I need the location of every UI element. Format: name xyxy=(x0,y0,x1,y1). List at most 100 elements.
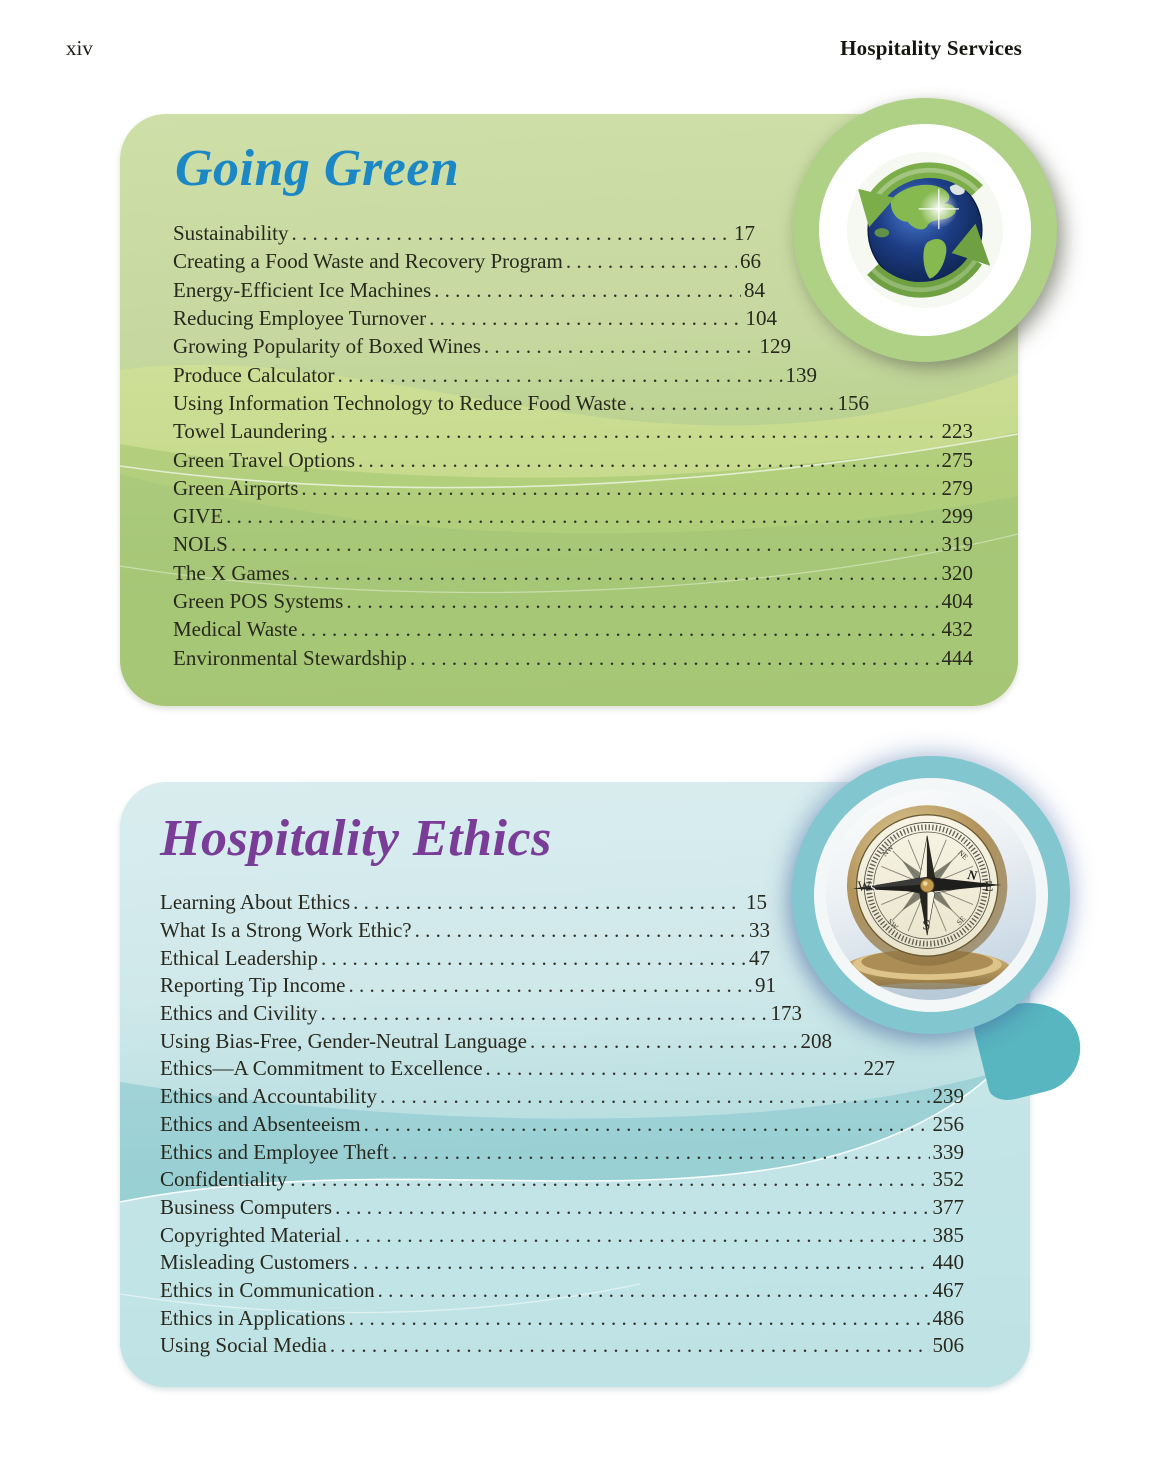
compass-east-label: E xyxy=(984,879,993,895)
toc-entry-label: Creating a Food Waste and Recovery Progr… xyxy=(173,249,563,274)
compass-badge: S N W E S NE NW SW SE xyxy=(792,756,1070,1034)
toc-entry-page: 139 xyxy=(785,362,818,387)
toc-entry: Reducing Employee Turnover 104 xyxy=(173,304,973,332)
toc-entry-label: Sustainability xyxy=(173,221,289,246)
toc-entry-label: Ethics and Civility xyxy=(160,1001,318,1025)
toc-entry-page: 319 xyxy=(941,532,974,557)
toc-entry: Ethics and Absenteeism 256 xyxy=(160,1111,964,1139)
toc-entry: The X Games 320 xyxy=(173,559,973,587)
toc-entry-label: Green Airports xyxy=(173,475,299,500)
toc-entry-page: 33 xyxy=(749,917,770,942)
toc-entry-page: 91 xyxy=(755,973,776,998)
page-number-folio: xiv xyxy=(66,36,93,60)
toc-entry: Energy-Efficient Ice Machines 84 xyxy=(173,276,973,304)
toc-entry-page: 173 xyxy=(770,1001,803,1025)
toc-entry: Ethics and Accountability 239 xyxy=(160,1083,964,1111)
toc-entry-label: Confidentiality xyxy=(160,1167,288,1192)
toc-entry: Ethics and Employee Theft 339 xyxy=(160,1139,964,1167)
toc-entry-page: 156 xyxy=(837,390,870,415)
dot-leader xyxy=(335,1194,929,1222)
toc-entry-label: Using Bias-Free, Gender-Neutral Language xyxy=(160,1028,527,1053)
dot-leader xyxy=(293,559,939,587)
dot-leader xyxy=(434,276,741,304)
toc-entry-label: Using Information Technology to Reduce F… xyxy=(173,390,627,415)
dot-leader xyxy=(348,1305,929,1333)
toc-entry-page: 256 xyxy=(932,1111,965,1136)
dot-leader xyxy=(364,1111,930,1139)
toc-entry-label: Ethics and Employee Theft xyxy=(160,1139,389,1164)
toc-entry-label: Reporting Tip Income xyxy=(160,973,346,998)
toc-entry-label: Environmental Stewardship xyxy=(173,645,407,670)
toc-entry-page: 275 xyxy=(941,447,974,472)
toc-entry-page: 66 xyxy=(740,249,761,274)
toc-entry: Green POS Systems 404 xyxy=(173,587,973,615)
earth-recycle-badge xyxy=(793,98,1057,362)
toc-entry: Misleading Customers 440 xyxy=(160,1249,964,1277)
toc-entry-label: Ethical Leadership xyxy=(160,945,319,970)
toc-entry: Growing Popularity of Boxed Wines 129 xyxy=(173,332,973,360)
toc-entry: Medical Waste 432 xyxy=(173,615,973,643)
dot-leader xyxy=(353,1249,930,1277)
dot-leader xyxy=(358,446,939,474)
toc-entry-label: Ethics—A Commitment to Excellence xyxy=(160,1056,483,1081)
section-title-going-green: Going Green xyxy=(175,140,460,197)
dot-leader xyxy=(321,1000,768,1028)
toc-entry: Produce Calculator 139 xyxy=(173,361,973,389)
toc-entry-label: Using Social Media xyxy=(160,1333,327,1358)
toc-entry-page: 129 xyxy=(759,334,792,359)
compass-west-label: W xyxy=(858,879,872,895)
toc-entry-label: Towel Laundering xyxy=(173,419,328,444)
toc-entry: Sustainability 17 xyxy=(173,219,973,247)
toc-entry: Environmental Stewardship 444 xyxy=(173,644,973,672)
dot-leader xyxy=(378,1277,930,1305)
toc-entry: Ethics—A Commitment to Excellence 227 xyxy=(160,1055,964,1083)
toc-entry: Using Information Technology to Reduce F… xyxy=(173,389,973,417)
toc-entry-label: Medical Waste xyxy=(173,617,298,642)
toc-entry-label: Ethics in Applications xyxy=(160,1305,346,1330)
dot-leader xyxy=(330,1332,930,1360)
toc-entry: What Is a Strong Work Ethic? 33 xyxy=(160,917,964,945)
toc-entry-label: Green Travel Options xyxy=(173,447,355,472)
toc-entry-label: Ethics in Communication xyxy=(160,1278,375,1303)
dot-leader xyxy=(380,1083,930,1111)
toc-entry: Learning About Ethics 15 xyxy=(160,889,964,917)
toc-entry: GIVE 299 xyxy=(173,502,973,530)
toc-entry-page: 352 xyxy=(932,1167,965,1192)
toc-entry: Using Bias-Free, Gender-Neutral Language… xyxy=(160,1028,964,1056)
dot-leader xyxy=(346,587,938,615)
compass-south-label: S xyxy=(922,917,930,933)
dot-leader xyxy=(415,917,746,945)
dot-leader xyxy=(344,1222,929,1250)
toc-entry-label: Reducing Employee Turnover xyxy=(173,306,427,331)
dot-leader xyxy=(349,972,752,1000)
toc-entry-page: 47 xyxy=(749,945,770,970)
dot-leader xyxy=(566,247,737,275)
toc-entry-label: Growing Popularity of Boxed Wines xyxy=(173,334,481,359)
dot-leader xyxy=(629,389,834,417)
dot-leader xyxy=(353,889,743,917)
toc-entry-page: 385 xyxy=(932,1222,965,1247)
toc-entry-label: Ethics and Absenteeism xyxy=(160,1111,361,1136)
toc-entry-page: 223 xyxy=(941,419,974,444)
toc-entry-page: 432 xyxy=(941,617,974,642)
compass-graphic: S N W E S NE NW SW SE xyxy=(843,805,1012,1000)
earth-recycle-icon xyxy=(847,152,1003,308)
dot-leader xyxy=(290,1166,929,1194)
toc-entry: Ethics in Communication 467 xyxy=(160,1277,964,1305)
toc-entry-page: 320 xyxy=(941,560,974,585)
needle-north-label: N xyxy=(966,867,980,884)
toc-entry: Ethics and Civility 173 xyxy=(160,1000,964,1028)
toc-entry-label: What Is a Strong Work Ethic? xyxy=(160,917,412,942)
earth-globe-graphic xyxy=(858,162,991,298)
toc-entry-page: 339 xyxy=(932,1139,965,1164)
dot-leader xyxy=(484,332,757,360)
toc-entry: Green Airports 279 xyxy=(173,474,973,502)
toc-entry-label: The X Games xyxy=(173,560,290,585)
toc-entry-page: 208 xyxy=(800,1028,833,1053)
toc-entry-page: 467 xyxy=(932,1278,965,1303)
toc-entry-page: 440 xyxy=(932,1250,965,1275)
toc-entry-page: 104 xyxy=(745,306,778,331)
toc-entry-page: 279 xyxy=(941,475,974,500)
toc-entry-page: 15 xyxy=(746,890,767,915)
